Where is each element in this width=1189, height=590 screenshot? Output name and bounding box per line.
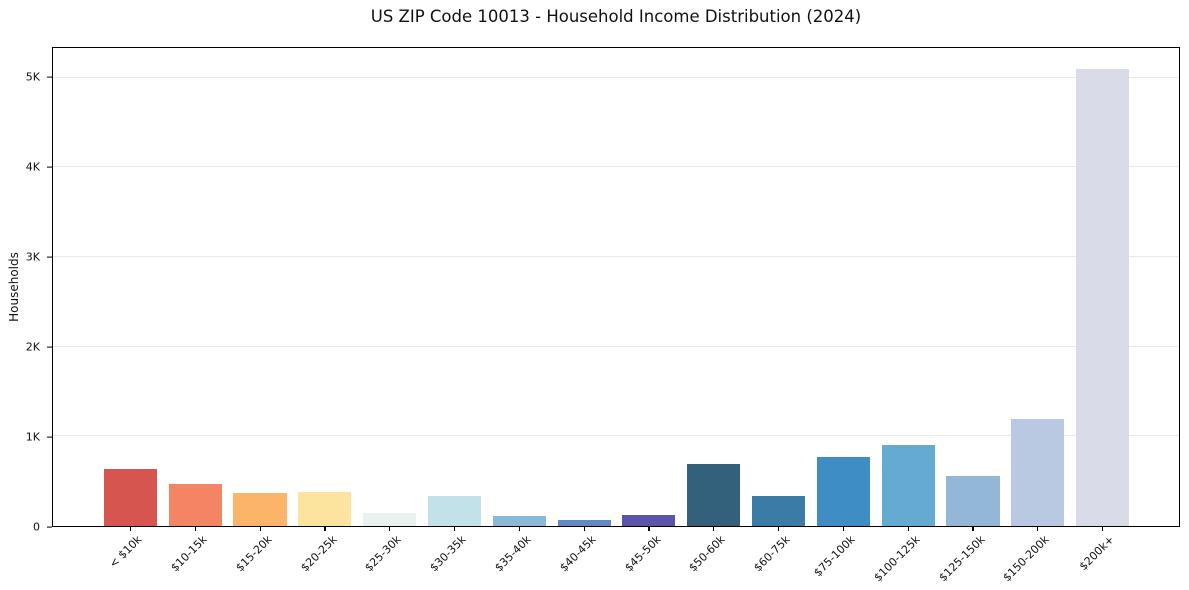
bar-slot-5: $30-35k: [422, 48, 487, 574]
x-tick-mark-3: [324, 526, 326, 531]
gridline-2K: [53, 345, 1179, 347]
x-tick-mark-5: [453, 526, 456, 531]
y-tick-label-3K: 3K: [25, 250, 40, 264]
bar-slot-11: $75-100k: [811, 48, 876, 579]
bar-$30-35k: [427, 495, 482, 526]
plot-area: < $10k $10-15k $15-20k $20-25k $25-30k $30-35…: [52, 47, 1180, 584]
y-tick-label-2K: 2K: [25, 340, 40, 354]
y-tick-label-0: 0: [33, 520, 40, 534]
x-tick-mark-4: [389, 526, 391, 531]
x-tick-mark-13: [972, 526, 974, 531]
bar-slot-3: $20-25k: [292, 48, 357, 574]
x-tick-mark-11: [842, 526, 845, 531]
x-tick-label-10: $60-75k: [751, 533, 793, 575]
bar-< $10k: [103, 468, 157, 526]
gridline-1K: [53, 435, 1179, 437]
bar-slot-12: $100-125k: [871, 48, 941, 584]
bar-slot-4: $25-30k: [357, 48, 422, 574]
y-tick-mark-3K: [47, 256, 52, 258]
y-tick-mark-0: [47, 526, 52, 528]
gridline-5K: [53, 76, 1179, 78]
bar-$150-200k: [1011, 419, 1065, 526]
x-tick-label-3: $20-25k: [297, 533, 340, 575]
x-tick-mark-2: [259, 526, 261, 531]
bar-$35-40k: [492, 515, 546, 526]
x-tick-mark-15: [1102, 526, 1104, 531]
bar-$40-45k: [557, 519, 611, 526]
x-tick-label-6: $35-40k: [492, 533, 534, 575]
bar-$25-30k: [363, 512, 417, 526]
bar-$125-150k: [946, 476, 1000, 526]
x-tick-mark-10: [778, 526, 780, 531]
x-tick-label-14: $150-200k: [1000, 533, 1052, 585]
x-tick-label-0: < $10k: [107, 533, 145, 571]
bar-slot-8: $45-50k: [617, 48, 682, 574]
y-tick-label-1K: 1K: [25, 430, 40, 444]
x-tick-label-12: $100-125k: [871, 533, 923, 585]
x-tick-mark-1: [194, 526, 196, 531]
y-tick-mark-2K: [47, 346, 52, 348]
bar-$100-125k: [881, 445, 935, 526]
bar-$50-60k: [687, 463, 741, 526]
x-tick-label-5: $30-35k: [427, 533, 469, 575]
bar-slot-13: $125-150k: [936, 48, 1006, 584]
x-tick-mark-8: [648, 526, 650, 531]
gridline-3K: [53, 256, 1179, 258]
y-tick-label-5K: 5K: [25, 70, 40, 84]
bar-$200k+: [1076, 68, 1130, 526]
bar-slot-7: $40-45k: [552, 48, 617, 574]
y-tick-mark-4K: [47, 166, 52, 168]
x-tick-label-11: $75-100k: [811, 533, 858, 580]
bar-slot-6: $35-40k: [487, 48, 552, 574]
x-tick-label-8: $45-50k: [621, 533, 664, 575]
x-tick-label-9: $50-60k: [686, 533, 728, 575]
x-tick-label-4: $25-30k: [362, 533, 404, 575]
chart-title: US ZIP Code 10013 - Household Income Dis…: [370, 7, 862, 26]
x-tick-label-13: $125-150k: [936, 533, 988, 585]
x-tick-label-7: $40-45k: [557, 533, 599, 575]
x-tick-mark-7: [583, 526, 585, 531]
x-tick-label-1: $10-15k: [168, 533, 210, 575]
y-tick-label-4K: 4K: [25, 160, 40, 174]
y-axis-ticks: 0 1K 2K 3K 4K 5K: [0, 47, 52, 534]
x-tick-mark-6: [518, 526, 520, 531]
bar-slot-9: $50-60k: [681, 48, 746, 574]
bar-$10-15k: [168, 483, 222, 526]
x-tick-mark-14: [1037, 526, 1039, 531]
x-tick-mark-12: [907, 526, 909, 531]
bar-$20-25k: [298, 491, 352, 526]
bar-slot-1: $10-15k: [163, 48, 228, 574]
y-tick-mark-1K: [47, 436, 52, 438]
x-tick-label-15: $200k+: [1076, 533, 1117, 574]
bar-slot-10: $60-75k: [746, 48, 811, 574]
bar-$15-20k: [233, 493, 287, 526]
x-tick-mark-0: [129, 526, 132, 531]
bar-slot-14: $150-200k: [1001, 48, 1070, 584]
x-tick-mark-9: [713, 526, 715, 531]
bar-$45-50k: [622, 515, 676, 526]
bar-slot-0: < $10k: [98, 48, 163, 571]
x-tick-label-2: $15-20k: [232, 533, 275, 575]
bar-$75-100k: [816, 457, 870, 526]
bar-$60-75k: [751, 496, 806, 526]
bars-container: < $10k $10-15k $15-20k $20-25k $25-30k $30-35…: [53, 48, 1179, 584]
y-tick-mark-5K: [47, 76, 52, 78]
bar-slot-15: $200k+: [1070, 48, 1135, 573]
gridline-4K: [53, 166, 1179, 168]
bar-slot-2: $15-20k: [228, 48, 293, 574]
